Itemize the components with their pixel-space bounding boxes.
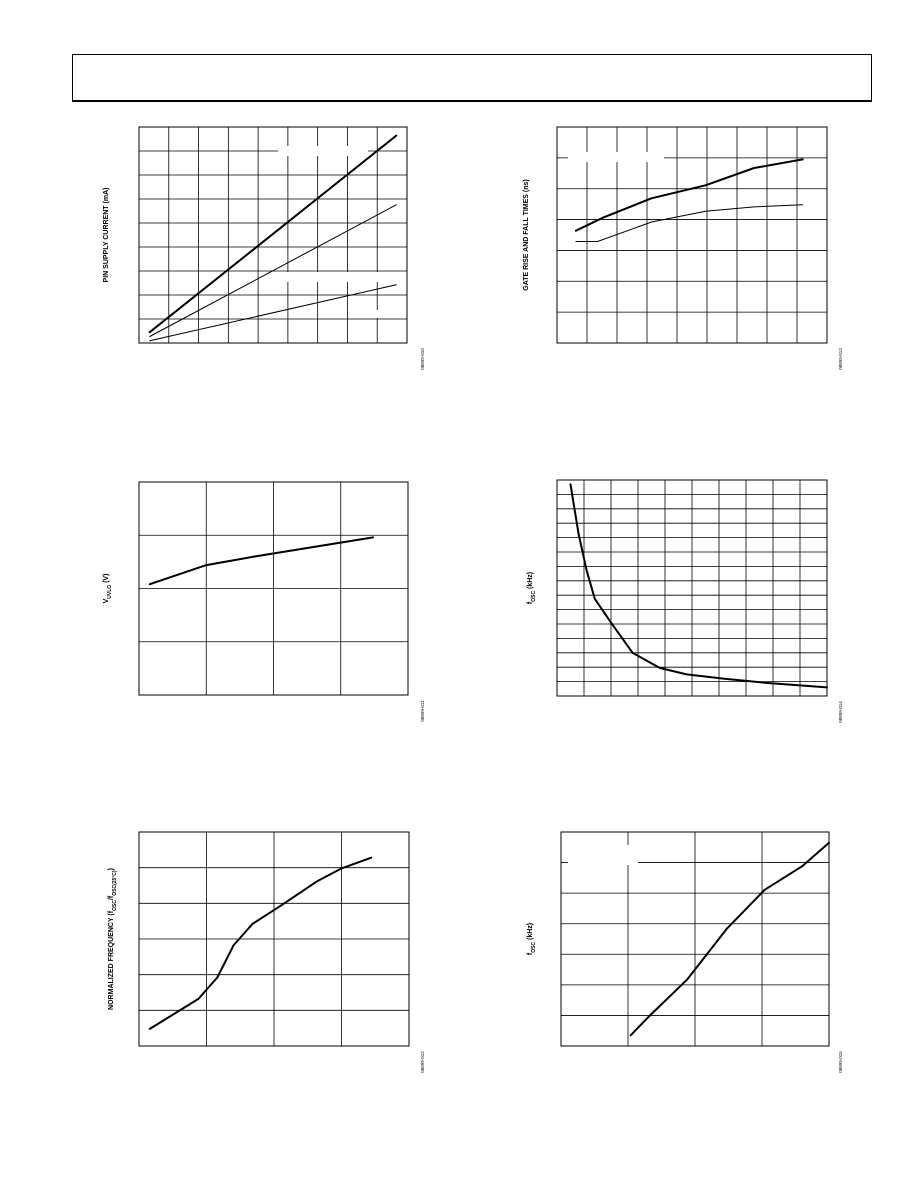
figure-code: 08899-015: [838, 1051, 843, 1073]
figure-code: 08899-012: [420, 1051, 425, 1073]
annotation-blank: [278, 146, 368, 156]
figure-code: 08899-010: [420, 348, 425, 370]
chart-vuvlo: VUVLO (V) 08899-011: [103, 481, 425, 722]
chart-pin-supply-current: PIN SUPPLY CURRENT (mA) 08899-010: [103, 126, 425, 370]
series-line-2: [575, 204, 804, 242]
series-line-1: [629, 841, 830, 1037]
plot-frame: [556, 479, 828, 697]
y-axis-label: PIN SUPPLY CURRENT (mA): [103, 188, 110, 283]
chart-normalized-frequency: NORMALIZED FREQUENCY (fOSC/fOSC(25°C)) 08…: [108, 831, 425, 1073]
chart-gate-rise-fall-times: GATE RISE AND FALL TIMES (ns) 08899-013: [523, 126, 843, 370]
series-line-3: [149, 284, 397, 342]
annotation-blank: [366, 310, 386, 318]
y-axis-label: VUVLO (V): [103, 574, 113, 604]
annotation-blank: [568, 845, 638, 865]
figure-code: 08899-014: [838, 701, 843, 723]
y-axis-label: GATE RISE AND FALL TIMES (ns): [523, 179, 530, 290]
annotation-blank: [284, 272, 378, 282]
page-header-frame: [72, 54, 872, 102]
plot-frame: [138, 831, 410, 1047]
annotation-blank: [568, 152, 664, 162]
plot-frame: [138, 481, 409, 696]
series-line-1: [148, 856, 373, 1030]
series-line-1: [574, 158, 804, 232]
plot-frame: [560, 831, 830, 1047]
series-line-2: [149, 204, 397, 337]
annotation-blank: [770, 148, 788, 156]
series-line-1: [148, 134, 398, 334]
series-line-1: [569, 483, 828, 689]
y-axis-label: NORMALIZED FREQUENCY (fOSC/fOSC(25°C)): [108, 868, 118, 1010]
series-line-1: [148, 536, 374, 586]
figure-code: 08899-013: [838, 348, 843, 370]
plot-frame: [138, 126, 408, 344]
chart-fosc-vs-voltage: fOSC (kHz) 08899-015: [527, 831, 843, 1073]
y-axis-label: fOSC (kHz): [527, 923, 537, 955]
plot-frame: [556, 126, 828, 344]
y-axis-label: fOSC (kHz): [527, 572, 537, 604]
chart-fosc-vs-resistor: fOSC (kHz) 08899-014: [527, 479, 843, 723]
figure-code: 08899-011: [420, 700, 425, 722]
